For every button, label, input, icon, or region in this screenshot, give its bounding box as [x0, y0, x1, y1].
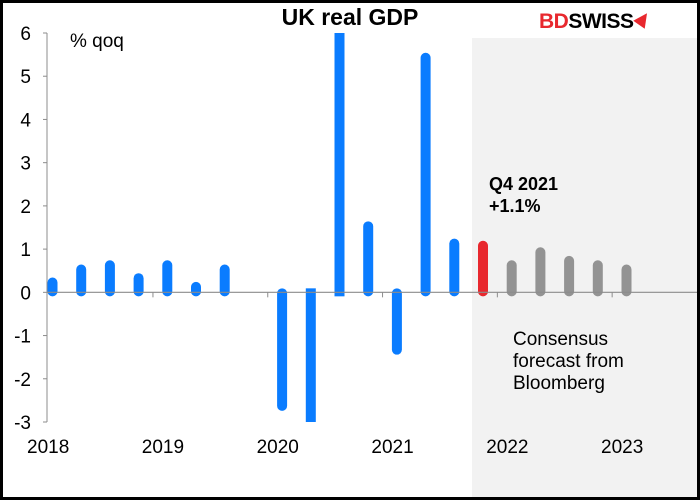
- bar-2020-q1: [277, 288, 288, 411]
- y-tick-label: 0: [20, 283, 31, 304]
- bar-2022-q1: [506, 260, 517, 297]
- bar-2021-q2: [420, 52, 431, 297]
- axes-group: 6 5 4 3 2 1 0 -1 -2 -3 2018 2019 2020 2021 2022 2023: [14, 24, 697, 458]
- y-tick-label: 6: [20, 24, 31, 45]
- y-tick-label: 2: [20, 197, 31, 218]
- forecast-note-line: Bloomberg: [513, 373, 605, 394]
- y-tick-label: 1: [20, 240, 31, 261]
- x-tick-label: 2023: [601, 437, 643, 458]
- latest-quarter-label: Q4 2021: [489, 174, 559, 194]
- x-tick-label: 2022: [486, 437, 528, 458]
- logo-bd-text: BD: [539, 10, 569, 33]
- y-tick-label: 4: [20, 110, 31, 131]
- x-tick-label: 2021: [371, 437, 413, 458]
- bar-2021-q4: [478, 240, 488, 297]
- x-tick-label: 2018: [27, 437, 69, 458]
- bar-2018-q1: [47, 277, 58, 297]
- y-tick-label: 5: [20, 67, 31, 88]
- x-tick-label: 2020: [257, 437, 299, 458]
- bar-2019-q2: [191, 281, 201, 297]
- chart-title: UK real GDP: [281, 4, 419, 30]
- bar-2018-q4: [133, 273, 144, 297]
- y-axis-unit-label: % qoq: [70, 31, 124, 52]
- latest-value-annotation: Q4 2021 +1.1%: [489, 173, 558, 217]
- bar-2022-q3: [564, 255, 575, 297]
- bar-2022-q2: [535, 247, 546, 297]
- y-tick-label: -3: [14, 413, 31, 434]
- latest-value-label: +1.1%: [489, 196, 541, 216]
- bar-2020-q4: [363, 221, 374, 297]
- y-tick-label: -2: [14, 370, 31, 391]
- y-tick-label: 3: [20, 154, 31, 175]
- bar-2021-q3: [449, 238, 460, 297]
- x-tick-label: 2019: [142, 437, 184, 458]
- bar-2020-q3: [334, 33, 345, 297]
- logo-swiss-text: SWISS: [568, 10, 634, 33]
- bar-2019-q1: [162, 260, 173, 297]
- forecast-note-line: Consensus: [513, 329, 609, 350]
- bar-2023-q1: [621, 264, 632, 297]
- bar-2018-q2: [76, 264, 87, 297]
- bar-2018-q3: [104, 260, 115, 297]
- bar-2020-q2: [305, 288, 316, 422]
- swiss-cross-flag-icon: [632, 9, 653, 29]
- bar-2022-q4: [592, 260, 603, 297]
- y-tick-label: -1: [14, 327, 31, 348]
- forecast-note-line: forecast from: [513, 351, 624, 372]
- bdswiss-logo: BDSWISS: [539, 9, 653, 34]
- bar-chart: 6 5 4 3 2 1 0 -1 -2 -3 2018 2019 2020 2021 2022 2023: [14, 24, 697, 458]
- bar-2019-q3: [219, 264, 230, 297]
- bar-2021-q1: [391, 288, 402, 355]
- forecast-source-annotation: Consensus forecast from Bloomberg: [513, 329, 624, 395]
